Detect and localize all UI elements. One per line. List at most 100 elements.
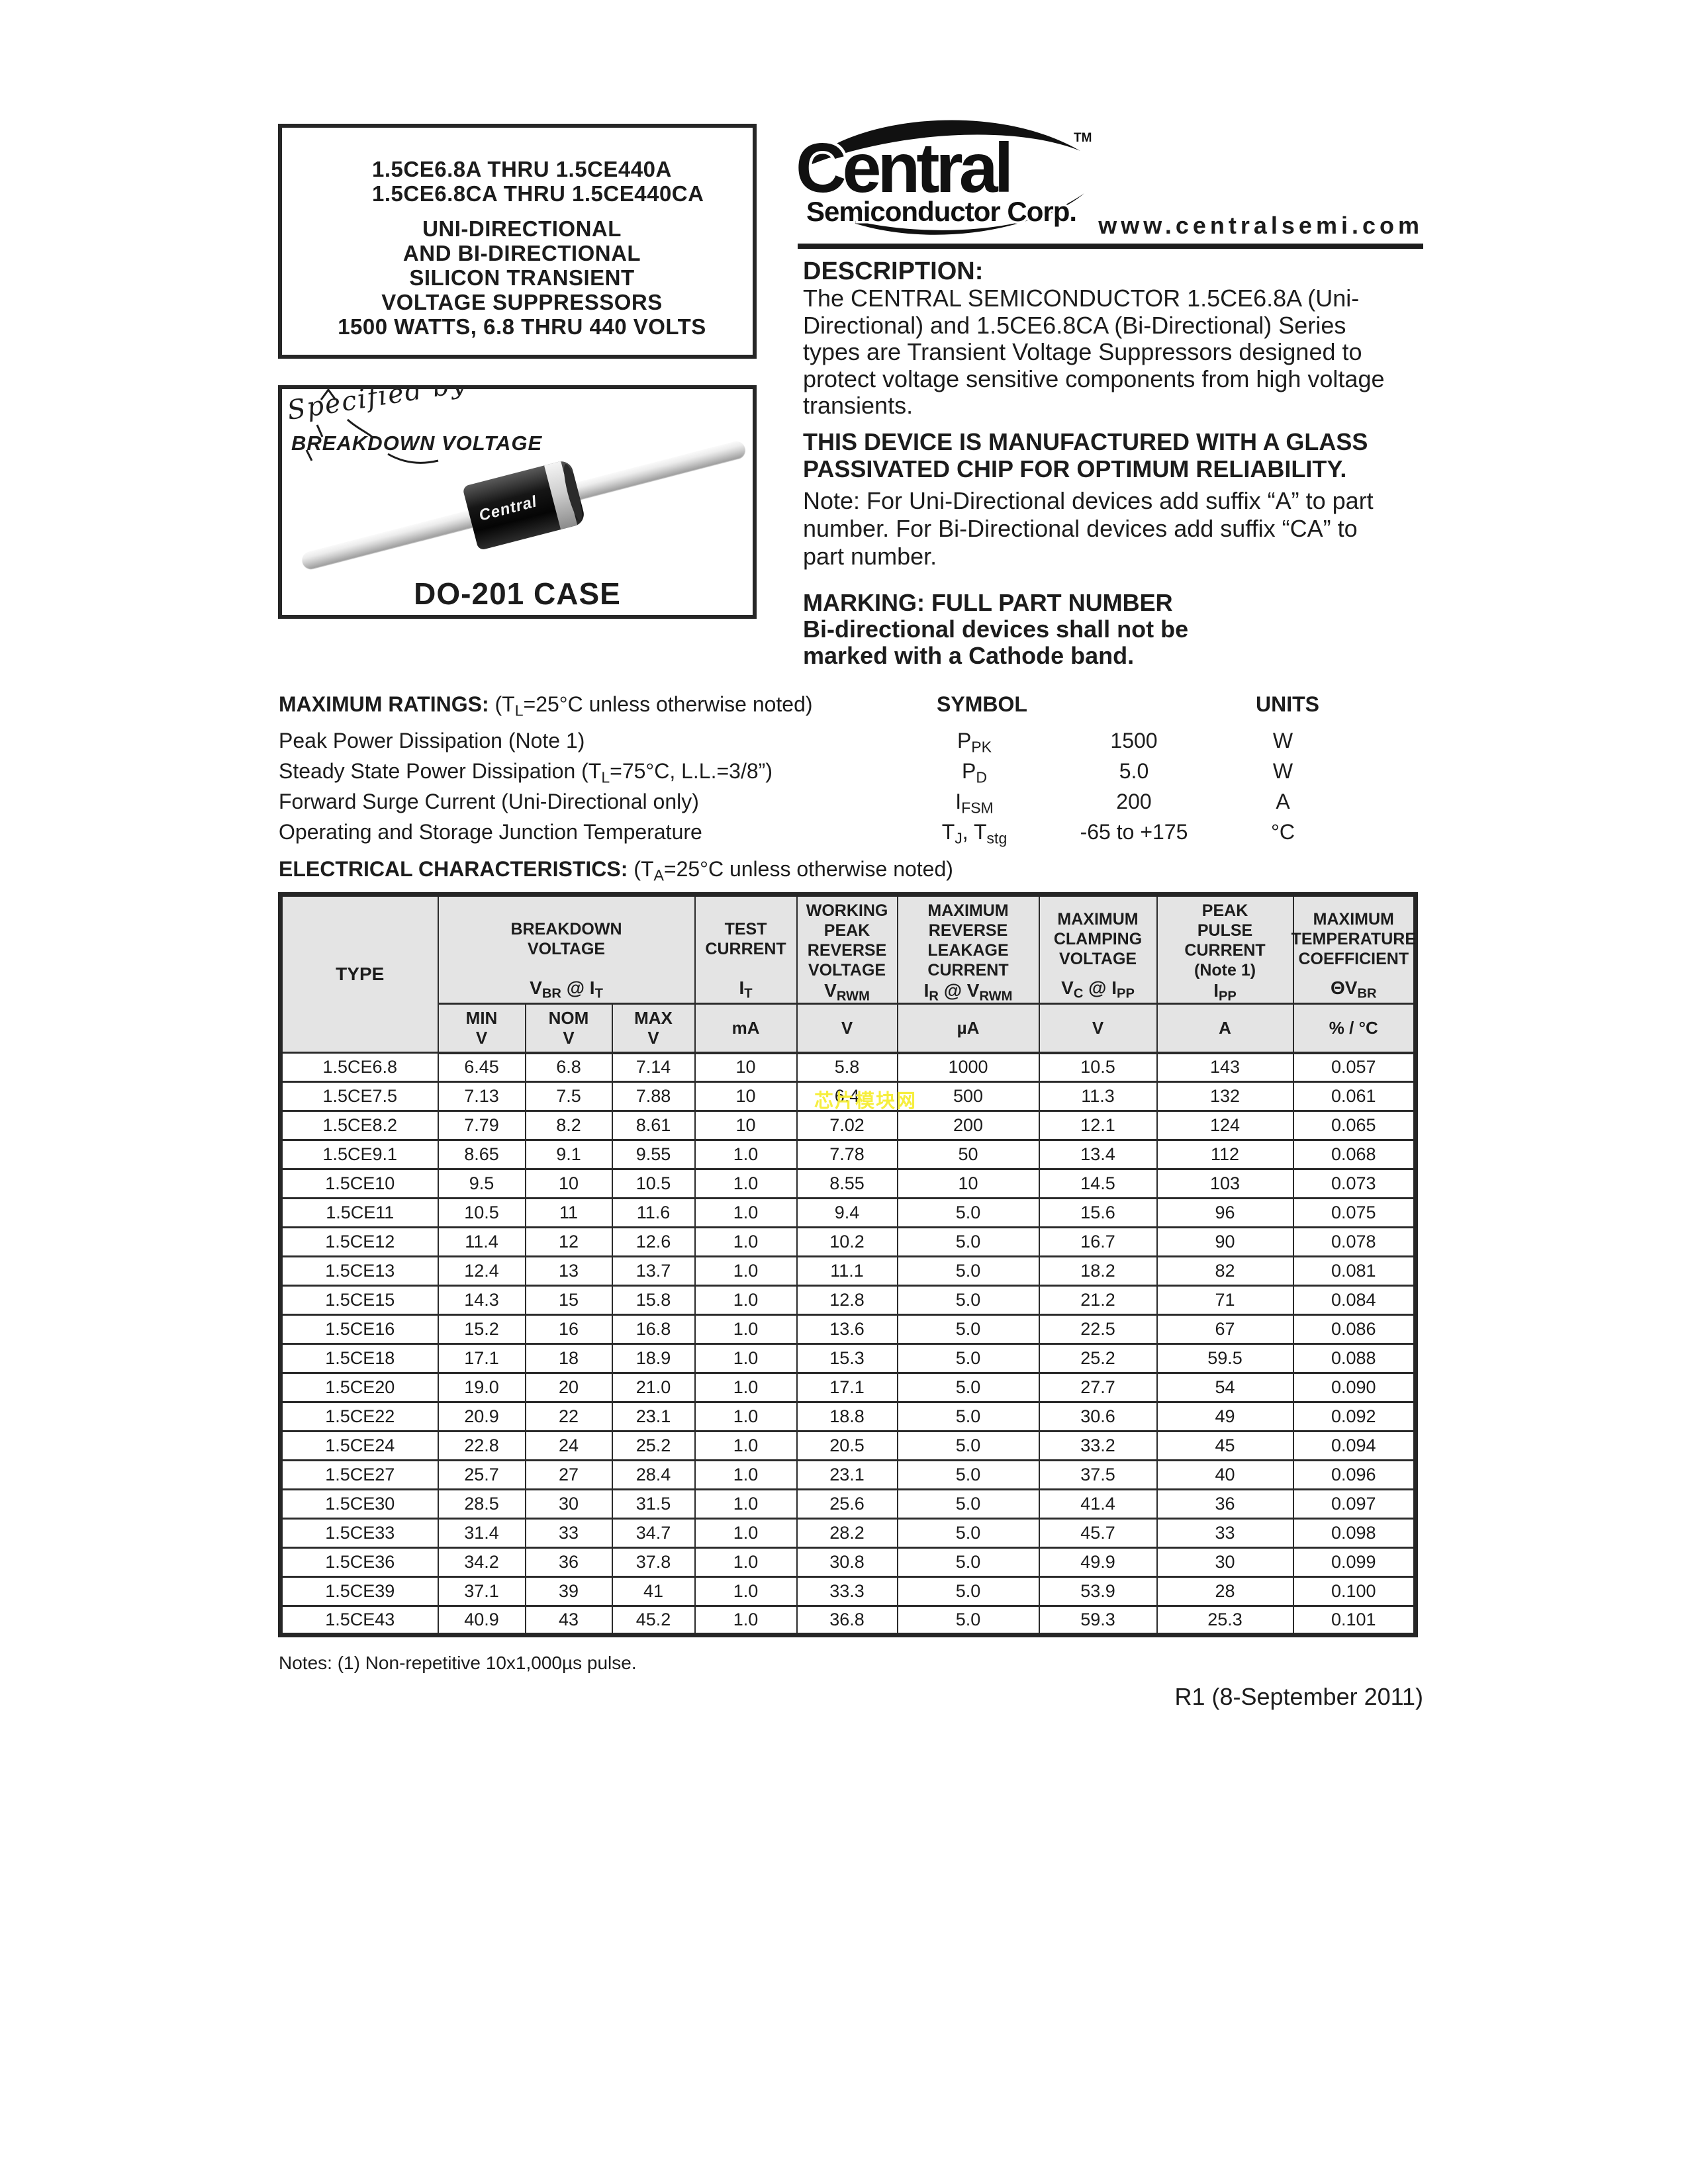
units-column-header: UNITS [1256,692,1319,716]
cell-type: 1.5CE24 [279,1430,439,1461]
col-header-group-6: MAXIMUM TEMPERATURE COEFFICIENT ΘVBR [1291,893,1417,1005]
cell-clamping-voltage: 49.9 [1038,1547,1158,1578]
cell-reverse-leakage: 5.0 [896,1343,1040,1374]
table-row: 1.5CE8.2 7.79 8.2 8.61 10 7.02 200 12.1 124 0.065 [279,1110,1417,1141]
cell-test-current: 1.0 [694,1285,798,1316]
package-case-box: Specified by BREAKDOWN VOLTAGE Central D… [278,385,757,619]
cell-vrwm: 25.6 [796,1488,898,1520]
cell-clamping-voltage: 30.6 [1038,1401,1158,1432]
cell-vbr-nom: 27 [524,1459,613,1490]
cell-reverse-leakage: 5.0 [896,1372,1040,1403]
cell-vrwm: 8.55 [796,1168,898,1199]
rating-value: 200 [1116,789,1152,813]
cell-vbr-nom: 20 [524,1372,613,1403]
cell-test-current: 10 [694,1110,798,1141]
cell-temp-coefficient: 0.092 [1292,1401,1417,1432]
cell-vrwm: 23.1 [796,1459,898,1490]
cell-vbr-max: 13.7 [611,1255,696,1287]
cell-peak-pulse-current: 143 [1156,1052,1294,1083]
yellow-watermark-overlay: 芯片模块网 [814,1091,917,1112]
cell-vbr-min: 22.8 [437,1430,526,1461]
handwritten-flourish-decoration [305,389,439,464]
rating-label: Steady State Power Dissipation (TL=75°C,… [279,758,773,786]
cell-clamping-voltage: 11.3 [1038,1081,1158,1112]
cell-vbr-max: 7.88 [611,1081,696,1112]
cell-clamping-voltage: 45.7 [1038,1518,1158,1549]
cell-vbr-nom: 39 [524,1576,613,1607]
cell-vbr-max: 10.5 [611,1168,696,1199]
cell-type: 1.5CE6.8 [279,1052,439,1083]
cell-type: 1.5CE20 [279,1372,439,1403]
cell-vbr-max: 45.2 [611,1605,696,1636]
cell-clamping-voltage: 41.4 [1038,1488,1158,1520]
cell-type: 1.5CE10 [279,1168,439,1199]
cell-vbr-nom: 43 [524,1605,613,1636]
cell-vbr-min: 28.5 [437,1488,526,1520]
cell-test-current: 1.0 [694,1255,798,1287]
electrical-characteristics-table: TYPE BREAKDOWN VOLTAGE VBR @ IT TEST CURREN… [278,892,1419,1637]
cell-temp-coefficient: 0.100 [1292,1576,1417,1607]
table-row: 1.5CE36 34.2 36 37.8 1.0 30.8 5.0 49.9 30 0.099 [279,1547,1417,1578]
cell-test-current: 10 [694,1081,798,1112]
cell-vbr-max: 28.4 [611,1459,696,1490]
cell-vbr-min: 20.9 [437,1401,526,1432]
maximum-ratings-rows: Peak Power Dissipation (Note 1) PPK 1500 W S… [279,725,1414,847]
website-url[interactable]: www.centralsemi.com [1098,212,1423,239]
table-header: TYPE BREAKDOWN VOLTAGE VBR @ IT TEST CURREN… [279,893,1417,1054]
cell-reverse-leakage: 5.0 [896,1285,1040,1316]
maximum-ratings-heading-row: MAXIMUM RATINGS: (TL=25°C unless otherwi… [279,692,1414,720]
cell-test-current: 1.0 [694,1459,798,1490]
cell-reverse-leakage: 5.0 [896,1488,1040,1520]
cell-test-current: 1.0 [694,1430,798,1461]
cell-type: 1.5CE33 [279,1518,439,1549]
cell-peak-pulse-current: 124 [1156,1110,1294,1141]
cell-type: 1.5CE13 [279,1255,439,1287]
marking-paragraph: MARKING: FULL PART NUMBER Bi-directional… [803,589,1189,669]
cell-vbr-nom: 6.8 [524,1052,613,1083]
cell-vrwm: 28.2 [796,1518,898,1549]
cell-vbr-nom: 11 [524,1197,613,1228]
table-row: 1.5CE43 40.9 43 45.2 1.0 36.8 5.0 59.3 25.3 0.101 [279,1605,1417,1636]
cell-vbr-min: 19.0 [437,1372,526,1403]
cell-test-current: 1.0 [694,1401,798,1432]
rating-value: -65 to +175 [1080,819,1188,844]
cell-test-current: 1.0 [694,1605,798,1636]
cell-clamping-voltage: 37.5 [1038,1459,1158,1490]
glass-passivated-statement: THIS DEVICE IS MANUFACTURED WITH A GLASS… [803,428,1368,482]
cell-type: 1.5CE22 [279,1401,439,1432]
cell-vbr-nom: 18 [524,1343,613,1374]
cell-vbr-min: 12.4 [437,1255,526,1287]
cell-peak-pulse-current: 54 [1156,1372,1294,1403]
case-name-label: DO-201 CASE [414,576,621,611]
table-row: 1.5CE9.1 8.65 9.1 9.55 1.0 7.78 50 13.4 112 0.068 [279,1139,1417,1170]
col-subheader-0: NOM V [524,1003,613,1054]
cell-vbr-nom: 24 [524,1430,613,1461]
cell-vbr-nom: 10 [524,1168,613,1199]
table-row: 1.5CE16 15.2 16 16.8 1.0 13.6 5.0 22.5 67 0.086 [279,1314,1417,1345]
cell-reverse-leakage: 5.0 [896,1226,1040,1257]
cell-clamping-voltage: 27.7 [1038,1372,1158,1403]
col-subheader-1: mA [694,1003,798,1054]
table-body: 1.5CE6.8 6.45 6.8 7.14 10 5.8 1000 10.5 143 0.057… [279,1052,1417,1636]
maximum-ratings-section: MAXIMUM RATINGS: (TL=25°C unless otherwi… [279,692,1414,847]
cell-clamping-voltage: 33.2 [1038,1430,1158,1461]
cell-type: 1.5CE18 [279,1343,439,1374]
cell-temp-coefficient: 0.075 [1292,1197,1417,1228]
cell-vbr-max: 23.1 [611,1401,696,1432]
cell-temp-coefficient: 0.073 [1292,1168,1417,1199]
cell-vbr-min: 14.3 [437,1285,526,1316]
cell-vbr-max: 11.6 [611,1197,696,1228]
cell-clamping-voltage: 10.5 [1038,1052,1158,1083]
cell-vbr-max: 25.2 [611,1430,696,1461]
rating-value: 5.0 [1119,758,1149,783]
table-row: 1.5CE24 22.8 24 25.2 1.0 20.5 5.0 33.2 45 0.094 [279,1430,1417,1461]
cell-reverse-leakage: 5.0 [896,1576,1040,1607]
cell-vbr-nom: 16 [524,1314,613,1345]
col-subheader-5: A [1156,1003,1294,1054]
cell-vbr-min: 6.45 [437,1052,526,1083]
col-header-group-2: WORKING PEAK REVERSE VOLTAGE VRWM [796,893,898,1005]
part-number-title-box: 1.5CE6.8A THRU 1.5CE440A 1.5CE6.8CA THRU… [278,124,757,359]
cell-peak-pulse-current: 49 [1156,1401,1294,1432]
rating-symbol: IFSM [955,789,994,816]
rating-label: Forward Surge Current (Uni-Directional o… [279,789,699,813]
